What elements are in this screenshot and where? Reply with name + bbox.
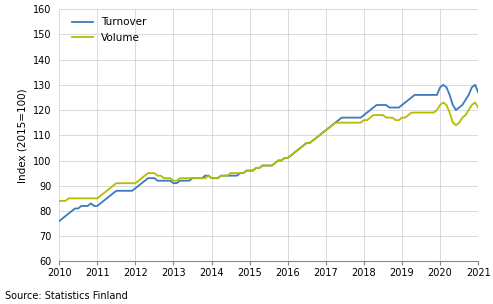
Volume xyxy=(475,106,481,109)
Volume xyxy=(345,121,351,125)
Turnover xyxy=(462,98,468,102)
Y-axis label: Index (2015=100): Index (2015=100) xyxy=(17,88,28,183)
Volume xyxy=(462,113,468,117)
Line: Turnover: Turnover xyxy=(59,85,478,221)
Volume xyxy=(332,121,338,125)
Volume xyxy=(56,199,62,203)
Turnover xyxy=(319,131,325,135)
Volume xyxy=(440,101,446,104)
Turnover xyxy=(85,204,91,208)
Turnover xyxy=(345,116,351,119)
Line: Volume: Volume xyxy=(59,102,478,201)
Volume xyxy=(85,196,91,200)
Turnover xyxy=(332,121,338,125)
Turnover xyxy=(475,91,481,94)
Volume xyxy=(319,131,325,135)
Turnover xyxy=(453,108,459,112)
Legend: Turnover, Volume: Turnover, Volume xyxy=(69,14,149,46)
Turnover xyxy=(440,83,446,87)
Text: Source: Statistics Finland: Source: Statistics Finland xyxy=(5,291,128,301)
Turnover xyxy=(56,219,62,223)
Volume xyxy=(453,123,459,127)
